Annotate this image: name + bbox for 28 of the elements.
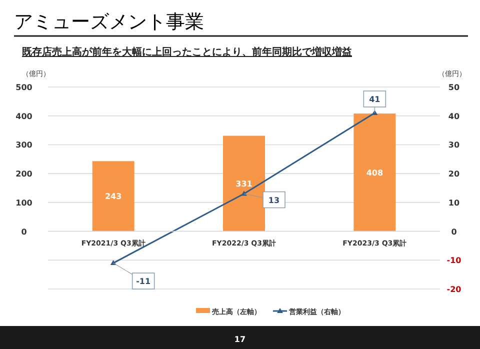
bar [92,161,134,232]
y2-tick-label: 30 [448,140,460,150]
data-label: 41 [369,94,381,104]
text: 17 [234,335,246,344]
data-label: 13 [268,196,280,205]
y2-tick-label: 10 [448,198,460,208]
y2-tick-label: 40 [448,112,460,121]
y-tick-label: 0 [21,227,28,236]
bar [223,136,265,232]
point [372,110,378,115]
y-tick-label: 500 [16,83,33,92]
point [241,190,247,196]
data-label: 243 [104,192,122,202]
y2-tick-label: 0 [451,227,458,236]
y-tick-label: 100 [16,198,33,208]
bar [354,114,396,232]
y2-tick-label: -20 [446,285,462,294]
y-tick-label: 400 [16,112,33,121]
y2-tick-label: 20 [448,170,460,179]
y-tick-label: 300 [16,140,33,150]
y2-tick-label: 50 [448,83,460,92]
chart-title: アミューズメント事業 [14,11,204,33]
data-label: 331 [236,180,253,189]
y-tick-label: 200 [16,170,33,179]
data-label: -11 [136,277,151,286]
chart-subtitle: 既存店売上高が前年を大幅に上回ったことにより、前年同期比で増収増益 [22,46,352,58]
y2-tick-label: -10 [446,256,462,266]
data-label: 408 [366,168,384,178]
